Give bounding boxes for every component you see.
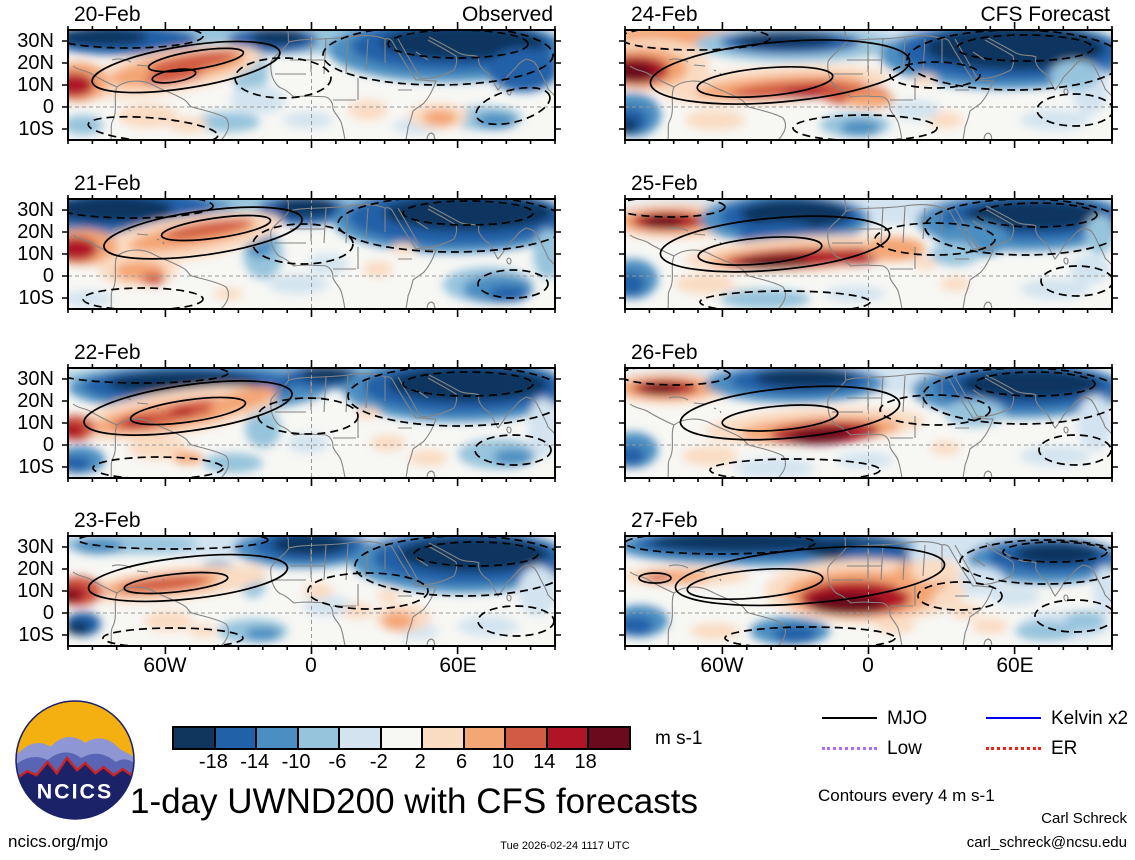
lat-label: 10S [18,287,54,309]
lon-label: 60E [439,654,477,677]
lat-label: 30N [17,199,54,221]
lat-axis-labels: 30N 20N 10N 0 10S [2,30,60,140]
lat-label: 20N [17,221,54,243]
legend-label: Low [887,738,922,759]
colorbar-segment [379,728,422,748]
map-panel-21feb: 21-Feb 30N 20N 10N 0 10S [17,172,561,317]
panel-date: 25-Feb [631,172,698,195]
colorbar-segment [338,728,380,748]
colorbar-tick: -10 [281,751,311,773]
lat-axis-labels: 30N 20N 10N 0 10S [2,368,60,478]
lon-axis-labels: 60W 0 60E [68,654,555,680]
colorbar-tick: 10 [491,751,515,773]
lat-label: 20N [17,558,54,580]
colorbar-tick: -2 [369,751,388,773]
lat-label: 20N [17,52,54,74]
author-email: carl_schreck@ncsu.edu [966,834,1127,851]
colorbar-tick: 18 [574,751,597,773]
panel-date: 20-Feb [74,3,141,26]
lat-label: 0 [42,265,54,287]
legend-label: ER [1051,738,1078,759]
author: Carl Schreck [1041,810,1127,827]
lat-label: 0 [42,96,54,118]
timestamp: Tue 2026-02-24 1117 UTC [500,840,630,852]
anomaly-map [619,528,1118,654]
panel-date: 21-Feb [74,172,141,195]
panel-date: 26-Feb [631,341,698,364]
lat-label: 10S [18,624,54,646]
anomaly-map [619,191,1118,317]
legend-line [986,717,1041,719]
contour-note: Contours every 4 m s-1 [818,786,995,805]
lat-label: 10N [17,580,54,602]
lon-label: 60W [700,654,744,677]
colorbar-segment [545,728,588,748]
lat-label: 10S [18,456,54,478]
colorbar [172,726,631,750]
anomaly-map [619,22,1118,148]
column-title-cfs-forecast: CFS Forecast [980,3,1110,26]
lat-label: 10N [17,412,54,434]
colorbar-tick: -6 [328,751,347,773]
map-panel-27feb: 27-Feb 60W 0 60E [619,509,1118,677]
colorbar-segment [421,728,463,748]
anomaly-map [62,528,561,654]
map-panel-26feb: 26-Feb [619,341,1118,486]
lon-label: 0 [305,654,317,677]
panel-date: 24-Feb [631,3,698,26]
panel-date: 27-Feb [631,509,698,532]
colorbar-tick: -18 [198,751,228,773]
colorbar-segment [462,728,505,748]
legend-label: Kelvin x2 [1051,708,1129,729]
colorbar-segment [296,728,339,748]
legend-line [822,717,877,719]
colorbar-tick: 14 [533,751,556,773]
colorbar-segment [255,728,297,748]
column-title-observed: Observed [461,3,553,26]
legend-line [986,747,1041,750]
colorbar-segment [174,728,214,748]
lon-label: 0 [862,654,874,677]
lat-label: 0 [42,434,54,456]
map-panel-22feb: 22-Feb 30N 20N 10N 0 10S [17,341,561,486]
map-panel-24feb: 24-Feb CFS Forecast [619,3,1118,148]
lat-label: 30N [17,536,54,558]
colorbar-tick: 2 [414,751,426,773]
legend-line [822,747,877,750]
anomaly-map [619,360,1118,486]
logo-text: NCICS [37,780,114,804]
map-panel-23feb: 23-Feb 30N 20N 10N 0 10S 60W 0 60E [17,509,561,677]
lon-axis-labels: 60W 0 60E [625,654,1112,680]
colorbar-segment [504,728,546,748]
anomaly-map [62,360,561,486]
site-url: ncics.org/mjo [8,832,109,851]
colorbar-segment [213,728,256,748]
map-panel-20feb: 20-Feb Observed 30N 20N 10N 0 10S [17,3,561,148]
lat-label: 10N [17,243,54,265]
colorbar-tick: 6 [455,751,468,773]
lat-label: 10S [18,118,54,140]
lon-label: 60W [143,654,187,677]
ncics-logo: NCICS [15,700,135,820]
panel-date: 23-Feb [74,509,141,532]
lat-label: 0 [42,602,54,624]
lat-axis-labels: 30N 20N 10N 0 10S [2,536,60,646]
lat-axis-labels: 30N 20N 10N 0 10S [2,199,60,309]
colorbar-segment [587,728,630,748]
anomaly-map [62,191,561,317]
lat-label: 20N [17,390,54,412]
lon-label: 60E [996,654,1034,677]
colorbar-tick-labels: -18 -14 -10 -6 -2 2 6 10 14 18 [172,751,627,773]
anomaly-map [62,22,561,148]
lat-label: 10N [17,74,54,96]
lat-label: 30N [17,30,54,52]
panel-date: 22-Feb [74,341,141,364]
legend-label: MJO [887,708,928,729]
colorbar-units: m s-1 [655,728,703,749]
lat-label: 30N [17,368,54,390]
map-panel-25feb: 25-Feb [619,172,1118,317]
colorbar-tick: -14 [240,751,270,773]
figure-title: 1-day UWND200 with CFS forecasts [130,782,698,821]
